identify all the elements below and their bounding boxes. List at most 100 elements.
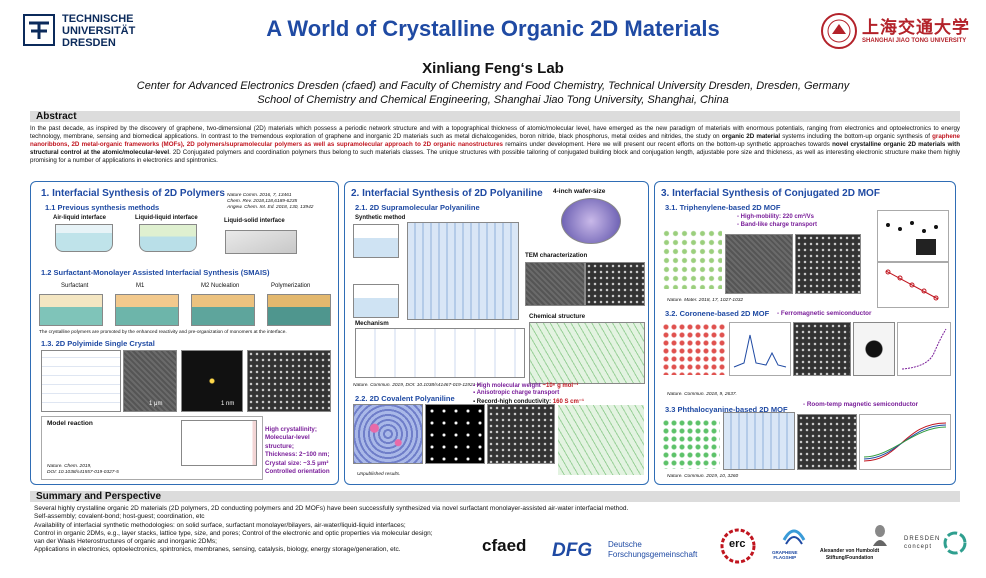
conductivity-plot-points <box>885 269 939 301</box>
sjtu-english-name: SHANGHAI JIAO TONG UNIVERSITY <box>862 38 967 44</box>
section-1-1-title: 1.1 Previous synthesis methods <box>45 203 160 212</box>
hysteresis-curves <box>863 422 947 462</box>
phthalocyanine-molecule <box>661 418 721 470</box>
bullet-conductivity-text: Record-high conductivity: <box>476 399 552 405</box>
panel2-title: 2. Interfacial Synthesis of 2D Polyanili… <box>351 188 543 199</box>
wafer-photo <box>561 198 621 244</box>
summary-text: Several highly crystalline organic 2D ma… <box>34 505 964 555</box>
abstract-highlight: graphene nanoribbons, 2D metal-organic f… <box>30 133 960 148</box>
step-surfactant: Surfactant <box>61 283 89 289</box>
step-m2-nucleation: M2 Nucleation <box>201 283 240 289</box>
affiliation-shanghai: School of Chemistry and Chemical Enginee… <box>257 94 729 106</box>
unpublished-note: Unpublished results. <box>357 472 401 477</box>
summary-line: Applications in electronics, optoelectro… <box>34 546 401 554</box>
triphenylene-structure <box>661 228 723 290</box>
property-room-temp-magnetic: - Room-temp magnetic semiconductor <box>803 401 919 408</box>
abstract-bold: organic 2D material <box>721 133 781 140</box>
bullet-mw-value: ~10⁶ g mol⁻¹ <box>542 383 579 389</box>
bullet-mw-text: High molecular weight <box>476 383 541 389</box>
highlight-crystallinity: High crystallinity; <box>265 426 317 433</box>
magnetization-plot <box>897 322 951 376</box>
method-liquid-solid: Liquid-solid interface <box>224 218 285 224</box>
tem-image-1 <box>525 262 585 306</box>
mechanism-label: Mechanism <box>355 320 389 327</box>
tem-image-2 <box>585 262 645 306</box>
lab-name: Xinliang Feng‘s Lab <box>422 60 564 77</box>
triphenylene-hrtem <box>795 234 861 294</box>
dfg-name: Deutsche Forschungsgemeinschaft <box>608 540 698 559</box>
synthesis-step1-image <box>353 224 399 258</box>
mechanism-scheme <box>355 328 525 378</box>
property-mobility-text: High-mobility: 220 cm²/Vs <box>740 214 815 220</box>
step-polymerization: Polymerization <box>271 283 311 289</box>
synthetic-method-label: Synthetic method <box>355 215 406 221</box>
dresden-concept-icon <box>943 531 967 555</box>
abstract-part: systems including the bottom-up organic … <box>780 133 933 140</box>
property-mobility: - High-mobility: 220 cm²/Vs <box>737 214 815 220</box>
chemical-structure-image <box>529 322 645 384</box>
highlight-crystal-size: Crystal size: ~3.5 μm² <box>265 459 329 467</box>
bullet-anisotropic: ▪ Anisotropic charge transport <box>473 390 560 396</box>
magnetization-plot-curve <box>901 328 947 370</box>
cfaed-logo: cfaed <box>482 536 527 555</box>
coronene-hrtem <box>793 322 851 376</box>
poster-title: A World of Crystalline Organic 2D Materi… <box>266 16 720 41</box>
abstract-part: In the past decade, as inspired by the d… <box>30 125 960 140</box>
panel-2d-mof: 3. Interfacial Synthesis of Conjugated 2… <box>654 181 956 485</box>
panel-2d-polyaniline: 2. Interfacial Synthesis of 2D Polyanili… <box>344 181 649 485</box>
bullet-conductivity: ▪ Record-high conductivity: 160 S cm⁻¹ <box>473 399 584 405</box>
dfg-logo: DFG <box>552 540 593 561</box>
covalent-saed-pattern <box>425 404 485 464</box>
air-liquid-beaker-image <box>55 224 113 252</box>
bullet-anisotropic-text: Anisotropic charge transport <box>476 390 560 396</box>
property-ferromagnetic: - Ferromagnetic semiconductor <box>777 310 872 317</box>
abstract-bold: novel crystalline organic 2D materials w… <box>30 141 960 156</box>
phthalocyanine-framework <box>723 412 795 470</box>
summary-line: Availability of interfacial synthetic me… <box>34 521 406 529</box>
coronene-photo <box>853 322 895 376</box>
smais-note: The crystalline polymers are promoted by… <box>39 330 287 335</box>
panel3-reference-2: Nature. Commun. 2018, 9, 2637. <box>667 392 737 397</box>
section-1-3-title: 1.3. 2D Polyimide Single Crystal <box>41 339 155 348</box>
supramolecular-assembly-image <box>407 222 519 320</box>
mobility-plot-points <box>886 221 938 255</box>
method-air-liquid: Air-liquid interface <box>53 215 107 221</box>
tu-dresden-emblem-icon <box>23 14 55 46</box>
coronene-structure <box>661 322 727 376</box>
tu-dresden-name: TECHNISCHE UNIVERSITÄT DRESDEN <box>62 13 136 49</box>
graphene-flagship-name: GRAPHENE FLAGSHIP <box>772 550 798 560</box>
humboldt-name: Alexander von Humboldt Stiftung/Foundati… <box>820 548 880 561</box>
method-liquid-liquid: Liquid-liquid interface <box>135 215 198 221</box>
section-2-2-title: 2.2. 2D Covalent Polyaniline <box>355 394 455 403</box>
smais-step2-image <box>115 294 179 326</box>
liquid-liquid-beaker-image <box>139 224 197 252</box>
affiliation-dresden: Center for Advanced Electronics Dresden … <box>136 80 850 92</box>
polyimide-structure-image <box>41 350 121 412</box>
tem-characterization-label: TEM characterization <box>525 252 588 259</box>
sjtu-chinese-name: 上海交通大学 <box>862 18 970 38</box>
liquid-solid-image <box>225 230 297 254</box>
smais-step3-image <box>191 294 255 326</box>
abstract-text: In the past decade, as inspired by the d… <box>30 125 960 165</box>
section-1-2-title: 1.2 Surfactant-Monolayer Assisted Interf… <box>41 268 270 277</box>
scale-bar-1nm: 1 nm <box>221 401 235 407</box>
scale-bar-1um: 1 μm <box>149 401 163 407</box>
abstract-part: . 2D Conjugated polymers and coordinatio… <box>30 149 960 164</box>
erc-emblem-icon <box>720 528 756 564</box>
smais-step1-image <box>39 294 103 326</box>
phthalocyanine-hrtem <box>797 414 857 470</box>
covalent-polyaniline-sem <box>353 404 423 464</box>
step-m1: M1 <box>136 283 145 289</box>
sjtu-logo: 上海交通大学 SHANGHAI JIAO TONG UNIVERSITY <box>820 12 970 52</box>
summary-line: Control in organic 2DMs, e.g., layer sta… <box>34 529 433 537</box>
model-reaction-title: Model reaction <box>47 420 93 427</box>
section-2-1-title: 2.1. 2D Supramolecular Polyaniline <box>355 203 480 212</box>
chemical-structure-label: Chemical structure <box>529 313 586 320</box>
polyimide-sem-image <box>123 350 177 412</box>
highlight-orientation: Controlled orientation <box>265 468 330 476</box>
panel1-reference-2: Nature. Chem. 2019, DOI: 10.1038/s41557-… <box>47 464 119 475</box>
smais-step4-image <box>267 294 331 326</box>
coronene-spectrum-lines <box>733 334 787 368</box>
highlight-thickness: Thickness: 2~100 nm; <box>265 451 330 459</box>
wafer-size-label: 4-inch wafer-size <box>553 188 606 195</box>
